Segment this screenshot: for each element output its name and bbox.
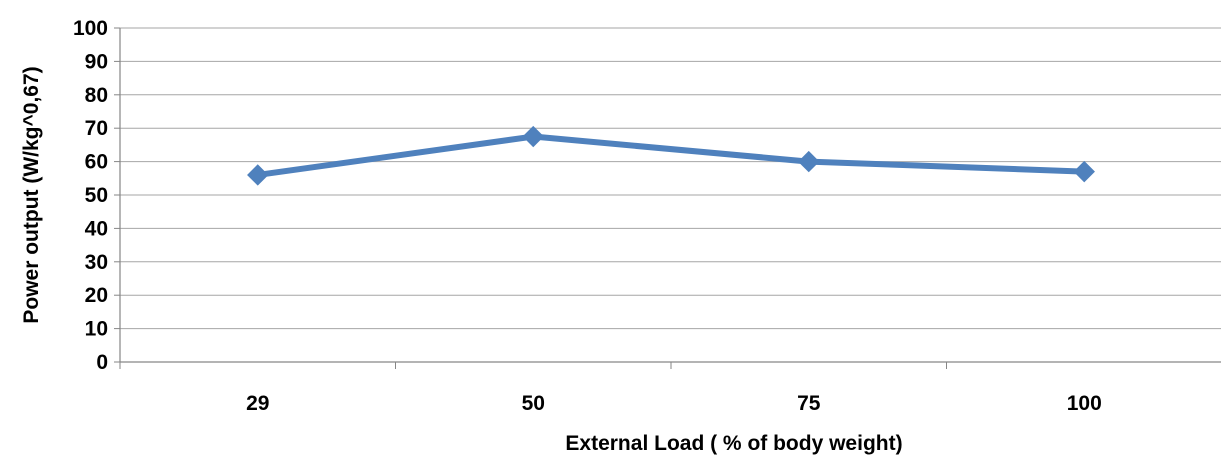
data-point-marker	[1073, 160, 1095, 183]
y-tick-label: 90	[85, 50, 108, 73]
x-tick-label: 100	[1067, 392, 1102, 415]
y-tick-label: 60	[85, 151, 108, 174]
y-axis-title: Power output (W/kg^0,67)	[20, 66, 43, 323]
data-point-marker	[798, 150, 820, 173]
gridlines	[120, 27, 1221, 330]
series-group	[247, 125, 1095, 186]
y-tick-label: 100	[73, 17, 108, 40]
y-tick-label: 20	[85, 284, 108, 307]
y-tick-label: 30	[85, 251, 108, 274]
axes	[114, 27, 1221, 369]
data-point-marker	[522, 125, 544, 148]
y-tick-labels: 0 10 20 30 40 50 60 70 80 90 100	[73, 17, 108, 374]
y-tick-label: 40	[85, 217, 108, 240]
x-tick-labels: 29 50 75 100	[246, 392, 1102, 415]
y-tick-label: 0	[96, 351, 108, 374]
y-tick-label: 50	[85, 184, 108, 207]
data-point-marker	[247, 164, 269, 186]
x-tick-label: 75	[797, 392, 821, 415]
x-axis-title: External Load ( % of body weight)	[565, 432, 902, 455]
x-tick-label: 50	[522, 392, 545, 415]
y-tick-label: 80	[85, 84, 108, 107]
x-tick-label: 29	[246, 392, 269, 415]
y-tick-label: 70	[85, 117, 108, 140]
y-tick-label: 10	[85, 318, 108, 341]
series-line	[254, 133, 1088, 178]
